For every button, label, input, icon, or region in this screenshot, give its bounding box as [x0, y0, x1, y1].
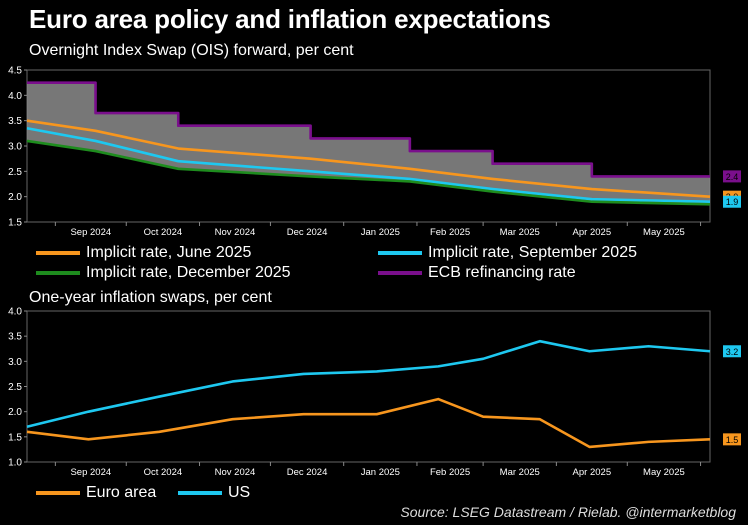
x-tick-label: Dec 2024	[287, 227, 328, 238]
end-label-box-september	[723, 195, 741, 208]
bottom-chart-subtitle: One-year inflation swaps, per cent	[29, 289, 272, 306]
end-label-box-september	[723, 345, 741, 358]
legend-swatch-september	[378, 251, 422, 255]
series-line-june	[26, 397, 711, 449]
ois-range-band	[27, 82, 710, 205]
end-label-ecb: 2.4	[726, 172, 739, 182]
legend-swatch-us	[178, 491, 222, 495]
x-tick-label: Jan 2025	[361, 227, 400, 238]
x-tick-label: Nov 2024	[215, 467, 256, 478]
legend-label-june: Implicit rate, June 2025	[86, 244, 252, 261]
series-line-december	[26, 139, 711, 206]
end-label-september: 3.2	[726, 347, 739, 357]
legend-item-ecb: ECB refinancing rate	[378, 264, 576, 282]
legend-swatch-june	[36, 251, 80, 255]
legend-item-us: US	[178, 484, 250, 502]
y-tick-label: 2.5	[8, 167, 22, 178]
legend-item-euro-area: Euro area	[36, 484, 156, 502]
y-tick-label: 3.5	[8, 332, 22, 343]
legend-label-us: US	[228, 484, 251, 501]
x-tick-label: Mar 2025	[500, 227, 540, 238]
x-tick-label: Sep 2024	[70, 227, 111, 238]
legend-item-september: Implicit rate, September 2025	[378, 244, 637, 262]
legend-label-euro-area: Euro area	[86, 484, 157, 501]
y-tick-label: 4.0	[8, 307, 22, 318]
legend-swatch-december	[36, 271, 80, 275]
source-note: Source: LSEG Datastream / Rielab. @inter…	[400, 504, 736, 520]
series-line-ecb	[27, 81, 710, 178]
end-label-june: 1.5	[726, 435, 739, 445]
y-tick-label: 1.0	[8, 458, 22, 469]
y-tick-label: 3.0	[8, 357, 22, 368]
y-tick-label: 4.0	[8, 91, 22, 102]
legend-swatch-ecb	[378, 271, 422, 275]
top-chart-subtitle: Overnight Index Swap (OIS) forward, per …	[29, 42, 354, 59]
legend-label-ecb: ECB refinancing rate	[428, 264, 576, 281]
series-line-september	[26, 126, 711, 204]
x-tick-label: May 2025	[643, 467, 685, 478]
x-tick-label: Nov 2024	[215, 227, 256, 238]
chart-title: Euro area policy and inflation expectati…	[29, 4, 551, 34]
x-tick-label: Dec 2024	[287, 467, 328, 478]
x-tick-label: Sep 2024	[70, 467, 111, 478]
y-tick-label: 2.5	[8, 382, 22, 393]
plot-frame	[26, 310, 711, 463]
x-tick-label: Apr 2025	[573, 467, 612, 478]
y-tick-label: 4.5	[8, 66, 22, 77]
x-tick-label: Oct 2024	[144, 227, 183, 238]
end-label-september: 1.9	[726, 197, 739, 207]
y-tick-label: 2.0	[8, 407, 22, 418]
x-tick-label: Feb 2025	[430, 227, 470, 238]
legend-label-december: Implicit rate, December 2025	[86, 264, 291, 281]
legend-swatch-euro-area	[36, 491, 80, 495]
y-tick-label: 2.0	[8, 192, 22, 203]
x-tick-label: Oct 2024	[144, 467, 183, 478]
y-tick-label: 3.0	[8, 142, 22, 153]
legend-item-june: Implicit rate, June 2025	[36, 244, 251, 262]
x-tick-label: May 2025	[643, 227, 685, 238]
y-tick-label: 1.5	[8, 432, 22, 443]
x-tick-label: Feb 2025	[430, 467, 470, 478]
end-label-box-june	[723, 433, 741, 446]
legend-label-september: Implicit rate, September 2025	[428, 244, 637, 261]
x-tick-label: Mar 2025	[500, 467, 540, 478]
y-tick-label: 3.5	[8, 116, 22, 127]
y-tick-label: 1.5	[8, 218, 22, 229]
x-tick-label: Jan 2025	[361, 467, 400, 478]
end-label-box-ecb	[723, 170, 741, 183]
legend-item-december: Implicit rate, December 2025	[36, 264, 291, 282]
series-line-june	[26, 119, 711, 198]
x-tick-label: Apr 2025	[573, 227, 612, 238]
series-line-september	[26, 339, 711, 429]
